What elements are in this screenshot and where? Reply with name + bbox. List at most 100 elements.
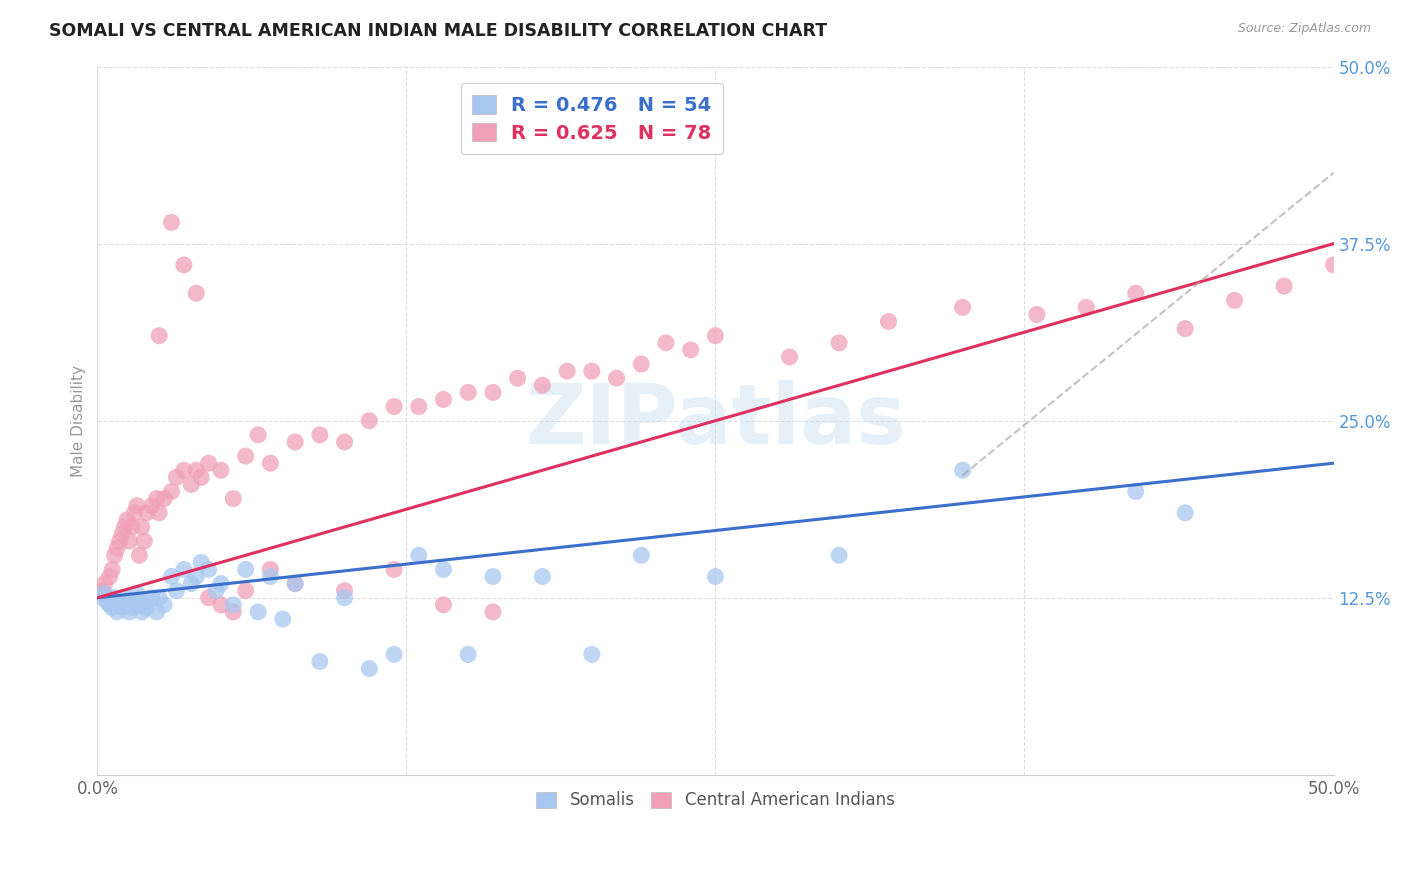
Point xyxy=(148,506,170,520)
Point xyxy=(247,428,270,442)
Point xyxy=(531,569,554,583)
Point xyxy=(952,301,974,315)
Point xyxy=(118,534,141,549)
Point xyxy=(160,484,183,499)
Point xyxy=(153,598,176,612)
Point xyxy=(190,555,212,569)
Point xyxy=(432,392,454,407)
Point xyxy=(308,428,330,442)
Point xyxy=(457,385,479,400)
Y-axis label: Male Disability: Male Disability xyxy=(72,365,86,476)
Point xyxy=(209,463,232,477)
Point xyxy=(1125,484,1147,499)
Point xyxy=(952,463,974,477)
Text: SOMALI VS CENTRAL AMERICAN INDIAN MALE DISABILITY CORRELATION CHART: SOMALI VS CENTRAL AMERICAN INDIAN MALE D… xyxy=(49,22,827,40)
Point xyxy=(114,591,136,605)
Point xyxy=(173,258,195,272)
Point xyxy=(134,595,156,609)
Point xyxy=(96,591,118,605)
Point xyxy=(145,605,167,619)
Point xyxy=(482,605,505,619)
Point xyxy=(135,600,157,615)
Point xyxy=(1174,506,1197,520)
Point xyxy=(1223,293,1246,308)
Point xyxy=(197,456,219,470)
Point xyxy=(101,600,124,615)
Point xyxy=(205,583,228,598)
Point xyxy=(190,470,212,484)
Point xyxy=(131,605,153,619)
Point xyxy=(124,595,146,609)
Point xyxy=(186,569,208,583)
Point xyxy=(382,562,405,576)
Point xyxy=(259,456,281,470)
Point xyxy=(333,434,356,449)
Point xyxy=(125,586,148,600)
Text: Source: ZipAtlas.com: Source: ZipAtlas.com xyxy=(1237,22,1371,36)
Point xyxy=(98,598,121,612)
Point xyxy=(408,400,430,414)
Point xyxy=(1125,286,1147,301)
Point xyxy=(98,569,121,583)
Text: ZIPatlas: ZIPatlas xyxy=(524,380,905,461)
Point xyxy=(555,364,578,378)
Point xyxy=(679,343,702,357)
Point xyxy=(173,463,195,477)
Point xyxy=(284,576,307,591)
Point xyxy=(141,591,163,605)
Point xyxy=(108,595,131,609)
Point xyxy=(247,605,270,619)
Point xyxy=(131,520,153,534)
Point xyxy=(118,605,141,619)
Point xyxy=(124,506,146,520)
Point xyxy=(160,215,183,229)
Point xyxy=(186,286,208,301)
Point xyxy=(180,576,202,591)
Point xyxy=(105,541,128,556)
Point xyxy=(135,506,157,520)
Point xyxy=(153,491,176,506)
Point xyxy=(222,598,245,612)
Point xyxy=(828,548,851,562)
Point xyxy=(121,520,143,534)
Point xyxy=(104,591,127,605)
Point xyxy=(186,463,208,477)
Point xyxy=(271,612,294,626)
Point xyxy=(408,548,430,562)
Point xyxy=(121,600,143,615)
Point xyxy=(128,548,150,562)
Point xyxy=(333,583,356,598)
Point xyxy=(180,477,202,491)
Point xyxy=(630,548,652,562)
Point xyxy=(91,591,114,605)
Point xyxy=(606,371,628,385)
Point xyxy=(104,548,127,562)
Point xyxy=(482,569,505,583)
Point xyxy=(111,600,134,615)
Point xyxy=(111,527,134,541)
Point xyxy=(141,499,163,513)
Point xyxy=(630,357,652,371)
Point xyxy=(148,591,170,605)
Point xyxy=(382,400,405,414)
Point xyxy=(359,662,381,676)
Point xyxy=(457,648,479,662)
Point xyxy=(94,586,117,600)
Point xyxy=(222,491,245,506)
Point xyxy=(581,648,603,662)
Point xyxy=(1076,301,1098,315)
Point xyxy=(1322,258,1344,272)
Point xyxy=(382,648,405,662)
Point xyxy=(259,569,281,583)
Point xyxy=(145,491,167,506)
Point xyxy=(259,562,281,576)
Point xyxy=(125,499,148,513)
Point xyxy=(235,562,257,576)
Point xyxy=(506,371,529,385)
Point xyxy=(148,328,170,343)
Point xyxy=(166,583,188,598)
Point xyxy=(91,583,114,598)
Point xyxy=(1174,321,1197,335)
Point xyxy=(197,562,219,576)
Point xyxy=(115,513,138,527)
